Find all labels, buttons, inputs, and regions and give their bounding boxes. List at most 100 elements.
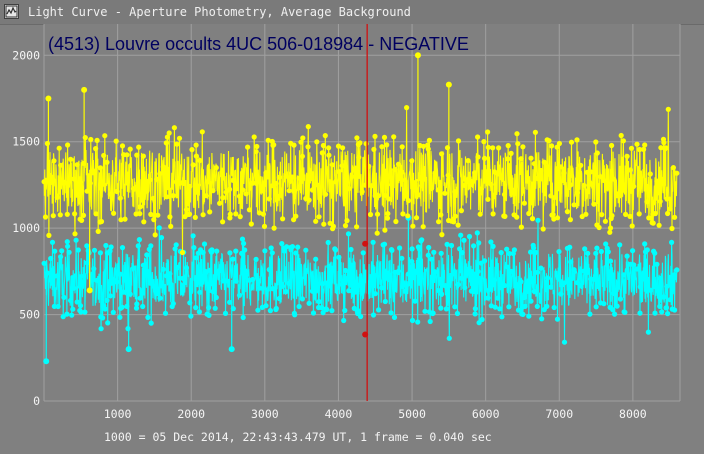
target-data-point xyxy=(436,219,442,225)
comparison-data-point xyxy=(103,242,109,249)
comparison-data-point xyxy=(329,265,335,271)
comparison-data-point xyxy=(210,288,216,295)
comparison-data-point xyxy=(213,294,219,301)
comparison-data-point xyxy=(462,285,468,291)
comparison-data-point xyxy=(614,303,620,309)
target-data-point xyxy=(650,220,656,226)
target-data-point xyxy=(652,210,659,217)
target-data-point xyxy=(601,177,607,183)
target-data-point xyxy=(629,223,635,229)
comparison-data-point xyxy=(108,244,114,250)
comparison-data-point xyxy=(475,268,481,275)
target-data-point xyxy=(136,144,142,150)
target-data-point xyxy=(518,156,524,162)
comparison-data-point xyxy=(479,316,485,323)
comparison-data-point xyxy=(66,249,72,255)
target-data-point xyxy=(291,142,297,148)
comparison-data-point xyxy=(154,291,160,297)
frame-cursor[interactable] xyxy=(362,24,369,401)
target-data-point xyxy=(445,81,452,88)
comparison-data-point xyxy=(86,250,92,256)
target-data-point xyxy=(546,138,552,144)
target-data-point xyxy=(203,193,209,199)
comparison-data-point xyxy=(268,245,274,251)
comparison-data-point xyxy=(445,283,451,289)
comparison-data-point xyxy=(74,299,80,305)
target-data-point xyxy=(439,151,445,157)
comparison-data-point xyxy=(409,258,415,265)
comparison-data-point xyxy=(419,237,425,243)
target-data-point xyxy=(93,146,99,152)
comparison-data-point xyxy=(125,346,132,353)
target-data-point xyxy=(384,142,390,148)
target-data-point xyxy=(260,211,266,217)
target-data-point xyxy=(147,177,153,183)
target-data-point xyxy=(422,176,428,182)
target-data-point xyxy=(669,225,675,232)
comparison-data-point xyxy=(279,241,285,247)
target-data-point xyxy=(540,226,546,232)
light-curve-app-icon[interactable] xyxy=(4,4,19,19)
light-curve-chart[interactable]: 1000 2000 3000 4000 5000 6000 7000 8000 0 500 1000… xyxy=(0,24,704,430)
comparison-data-point xyxy=(147,280,153,286)
comparison-data-point xyxy=(409,246,415,252)
comparison-data-point xyxy=(217,267,223,274)
target-data-point xyxy=(561,170,567,176)
title-bar[interactable]: Light Curve - Aperture Photometry, Avera… xyxy=(0,0,704,25)
comparison-data-point xyxy=(435,287,441,293)
comparison-data-point xyxy=(209,247,215,253)
target-data-point xyxy=(217,200,223,206)
target-data-point xyxy=(180,179,186,185)
comparison-data-point xyxy=(471,243,477,249)
target-data-point xyxy=(42,214,49,220)
target-data-point xyxy=(637,179,643,185)
target-data-point xyxy=(48,175,54,181)
target-data-point xyxy=(327,220,333,226)
target-data-point xyxy=(273,180,279,187)
target-data-point xyxy=(405,198,411,204)
target-data-point xyxy=(598,174,604,180)
comparison-data-point xyxy=(482,258,488,264)
target-data-point xyxy=(233,186,239,192)
target-data-point xyxy=(51,158,57,164)
target-data-point xyxy=(568,139,575,145)
target-data-point xyxy=(472,170,478,176)
comparison-data-point xyxy=(222,310,229,316)
comparison-data-point xyxy=(531,245,537,251)
target-data-point xyxy=(363,141,369,147)
target-data-point xyxy=(199,129,205,135)
comparison-data-point xyxy=(227,299,233,305)
comparison-data-point xyxy=(130,265,137,271)
y-tick-label: 500 xyxy=(19,308,40,322)
comparison-data-point xyxy=(242,247,248,253)
comparison-data-point xyxy=(472,311,478,317)
target-data-point xyxy=(326,145,332,151)
target-data-point xyxy=(127,146,133,152)
comparison-data-point xyxy=(518,279,524,285)
target-data-point xyxy=(346,186,352,192)
comparison-data-point xyxy=(438,250,444,256)
comparison-data-point xyxy=(652,310,658,316)
target-data-point xyxy=(286,188,292,194)
comparison-data-point xyxy=(386,276,392,283)
target-data-point xyxy=(356,154,362,160)
target-data-point xyxy=(298,139,304,145)
comparison-data-point xyxy=(492,277,498,283)
target-data-point xyxy=(46,232,52,238)
target-data-point xyxy=(171,125,177,131)
target-data-point xyxy=(155,212,161,218)
x-tick-label: 3000 xyxy=(251,407,279,421)
comparison-data-point xyxy=(52,248,58,254)
comparison-data-point xyxy=(43,358,50,365)
target-data-point xyxy=(571,202,577,208)
target-data-point xyxy=(583,211,589,217)
comparison-data-point xyxy=(48,255,54,262)
target-data-point xyxy=(314,139,320,145)
comparison-data-point xyxy=(150,283,156,289)
comparison-data-point xyxy=(172,246,178,252)
target-data-point xyxy=(357,140,363,146)
comparison-data-point xyxy=(528,249,534,255)
comparison-data-point xyxy=(430,310,436,316)
target-data-point xyxy=(94,137,100,143)
target-data-point xyxy=(420,224,426,230)
